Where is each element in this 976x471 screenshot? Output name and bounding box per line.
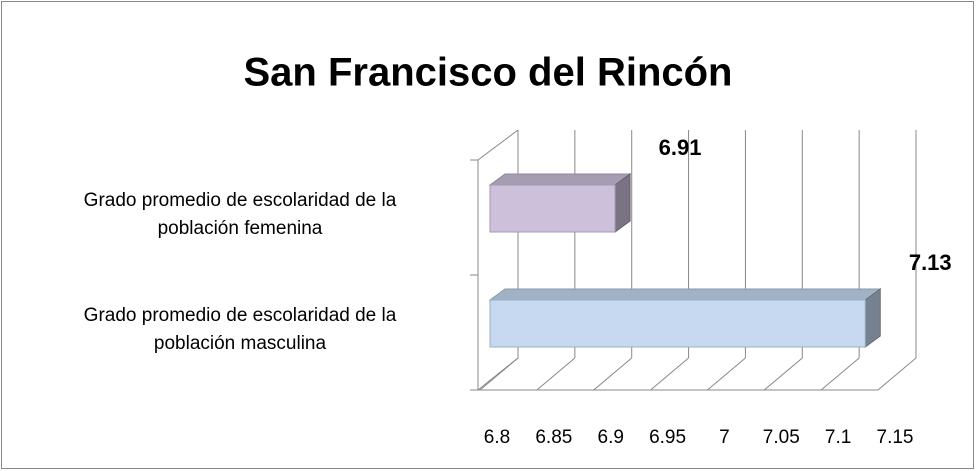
x-tick-label: 7.15 bbox=[877, 427, 914, 448]
grid-line bbox=[536, 357, 576, 391]
grid-line bbox=[763, 357, 803, 391]
data-label: 6.91 bbox=[659, 135, 702, 160]
category-label: Grado promedio de escolaridad de la pobl… bbox=[83, 304, 397, 354]
grid-line bbox=[820, 357, 860, 391]
x-tick-label: 6.8 bbox=[484, 427, 510, 448]
x-tick-label: 6.85 bbox=[535, 427, 572, 448]
x-tick-label: 6.95 bbox=[649, 427, 686, 448]
grid-line bbox=[593, 357, 633, 391]
bar bbox=[489, 184, 616, 233]
grid-line bbox=[707, 357, 746, 391]
x-tick-label: 7.1 bbox=[825, 427, 851, 448]
bar bbox=[489, 299, 866, 348]
bar-top bbox=[488, 173, 632, 186]
grid-line bbox=[479, 357, 519, 391]
category-label: Grado promedio de escolaridad de la pobl… bbox=[83, 189, 397, 239]
bar-top bbox=[488, 288, 882, 301]
chart-title: San Francisco del Rincón bbox=[243, 51, 732, 95]
grid-line bbox=[650, 357, 689, 391]
grid-line bbox=[877, 357, 917, 391]
x-tick-label: 6.9 bbox=[598, 427, 624, 448]
x-tick-label: 7.05 bbox=[763, 427, 800, 448]
data-label: 7.13 bbox=[909, 250, 952, 275]
x-tick-label: 7 bbox=[719, 427, 730, 448]
wall-edge bbox=[477, 129, 519, 161]
